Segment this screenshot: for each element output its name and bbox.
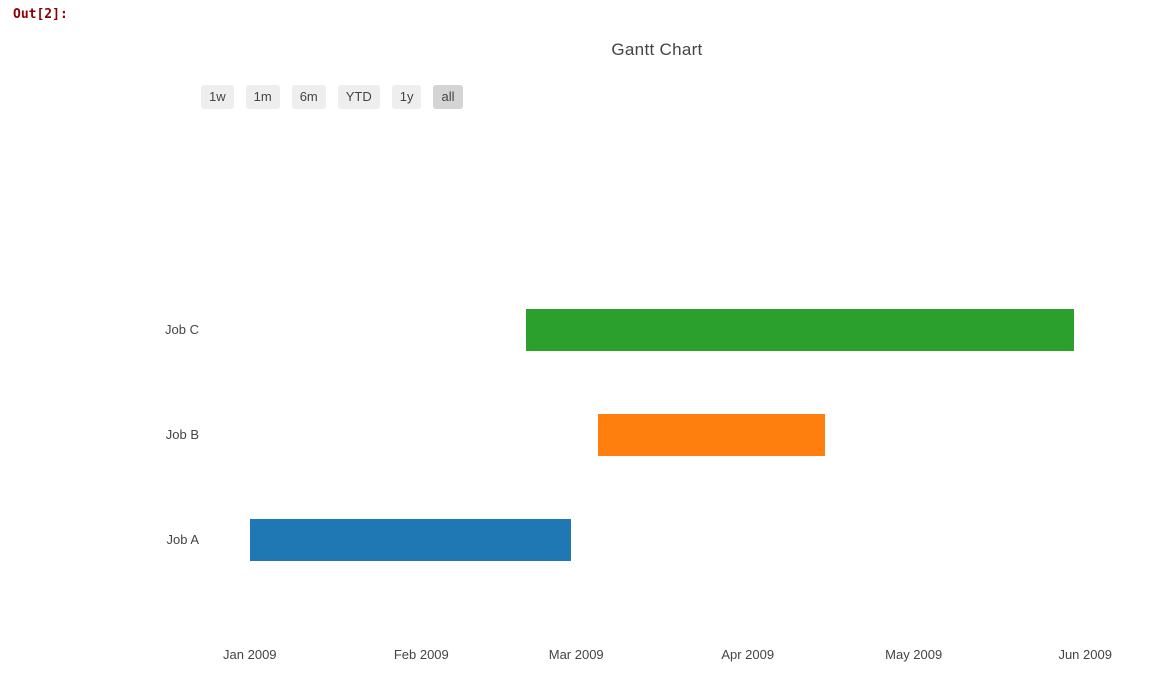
gantt-bar-job-b[interactable] — [598, 414, 826, 456]
x-axis-tick-jun-2009: Jun 2009 — [1058, 647, 1112, 662]
range-button-1m[interactable]: 1m — [245, 85, 280, 109]
x-axis-tick-mar-2009: Mar 2009 — [548, 647, 604, 662]
gantt-bar-job-a[interactable] — [249, 519, 571, 561]
x-axis-tick-feb-2009: Feb 2009 — [393, 647, 449, 662]
out-prompt: Out[2]: — [13, 7, 68, 22]
range-selector: 1w 1m 6m YTD 1y all — [201, 85, 463, 109]
x-axis-tick-may-2009: May 2009 — [885, 647, 943, 662]
range-button-all[interactable]: all — [433, 85, 463, 109]
y-axis-label-job-b: Job B — [165, 427, 199, 442]
range-button-ytd[interactable]: YTD — [337, 85, 380, 109]
chart-title: Gantt Chart — [611, 40, 703, 59]
gantt-bar-job-c[interactable] — [526, 309, 1075, 351]
range-button-6m[interactable]: 6m — [291, 85, 326, 109]
x-axis-tick-jan-2009: Jan 2009 — [223, 647, 277, 662]
x-axis-tick-apr-2009: Apr 2009 — [721, 647, 775, 662]
range-button-1w[interactable]: 1w — [201, 85, 234, 109]
y-axis-label-job-a: Job A — [166, 532, 199, 547]
y-axis-label-job-c: Job C — [165, 322, 199, 337]
range-button-1y[interactable]: 1y — [391, 85, 422, 109]
plot-area[interactable] — [200, 119, 1135, 645]
